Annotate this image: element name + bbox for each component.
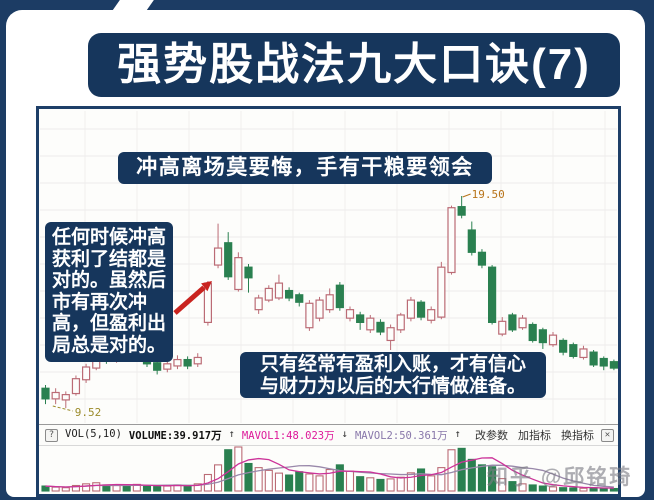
title-banner: 强势股战法九大口诀(7) xyxy=(88,33,620,97)
indicator-value: VOLUME:39.917万 xyxy=(128,429,222,442)
headline-callout: 冲高离场莫要悔，手有干粮要领会 xyxy=(118,152,492,184)
indicator-buttons: 改参数 加指标 换指标 xyxy=(475,427,594,443)
indicator-button-0[interactable]: 改参数 xyxy=(474,430,508,442)
indicator-value: MAVOL2:50.361万 xyxy=(354,429,448,442)
svg-text:19.50: 19.50 xyxy=(472,188,505,201)
indicator-button-1[interactable]: 加指标 xyxy=(517,430,551,442)
indicator-value: ↑ xyxy=(454,427,461,440)
indicator-value: ↓ xyxy=(341,427,348,440)
watermark: 知乎 @邱铭琦 xyxy=(487,466,633,489)
breakout-arrow-icon xyxy=(201,281,212,292)
page-title: 强势股战法九大口诀(7) xyxy=(117,40,591,89)
volume-indicator-bar: ? VOL(5,10) VOLUME:39.917万 ↑ MAVOL1:48.023万… xyxy=(39,424,618,446)
indicator-values: VOL(5,10) VOLUME:39.917万 ↑ MAVOL1:48.023万 ↓ M… xyxy=(65,428,461,443)
stock-chart-frame: 19.50 9.52 冲高离场莫要悔，手有干粮要领会 任何时候冲高 获利了结都是 … xyxy=(36,106,621,497)
indicator-button-2[interactable]: 换指标 xyxy=(560,430,594,442)
left-note-callout: 任何时候冲高 获利了结都是 对的。虽然后 市有再次冲 高，但盈利出 局总是对的。 xyxy=(45,222,173,362)
indicator-value: ↑ xyxy=(228,427,235,440)
bottom-note-callout: 只有经常有盈利入账，才有信心 与财力为以后的大行情做准备。 xyxy=(240,352,546,398)
help-icon[interactable]: ? xyxy=(45,428,58,442)
indicator-value: MAVOL1:48.023万 xyxy=(241,429,335,442)
svg-text:9.52: 9.52 xyxy=(75,406,102,419)
content-panel: 强势股战法九大口诀(7) 19.50 9.52 冲高离场莫要悔，手有干粮要领会 任… xyxy=(6,10,645,497)
close-icon[interactable]: ✕ xyxy=(600,428,614,442)
indicator-value: VOL(5,10) xyxy=(65,427,122,440)
